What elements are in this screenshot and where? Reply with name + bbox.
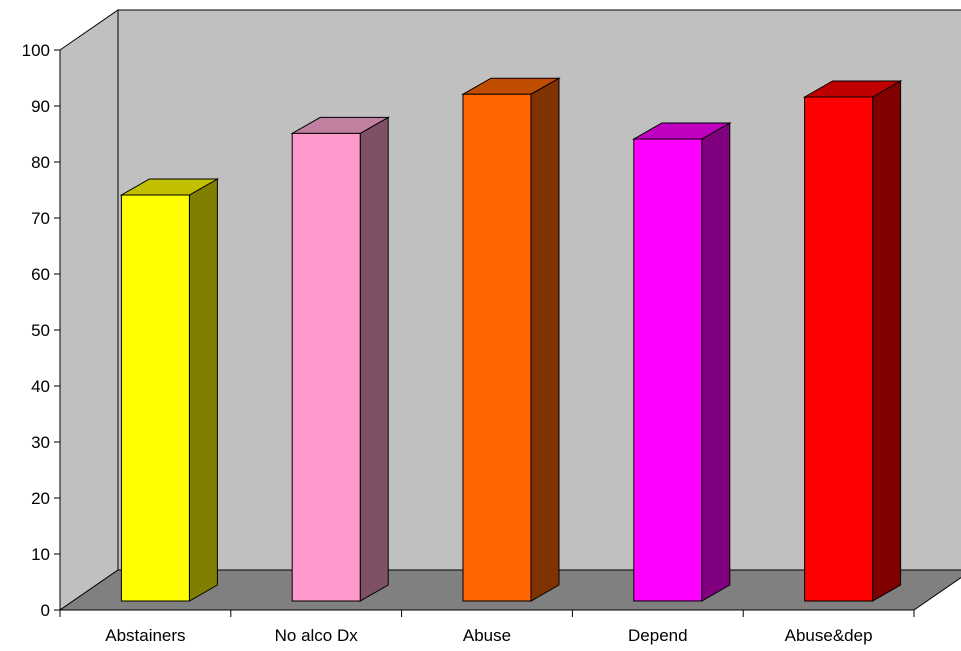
y-tick-label: 40 <box>31 377 50 396</box>
x-tick-label: Depend <box>628 626 688 645</box>
side-wall <box>59 9 119 611</box>
y-tick-label: 60 <box>31 265 50 284</box>
x-tick-label: Abuse&dep <box>785 626 873 645</box>
y-tick-label: 20 <box>31 489 50 508</box>
bar-side <box>188 178 218 602</box>
x-tick-label: Abuse <box>463 626 511 645</box>
y-tick-label: 50 <box>31 321 50 340</box>
bar-front <box>462 93 532 602</box>
bar-front <box>120 194 190 602</box>
y-tick-label: 80 <box>31 153 50 172</box>
bar-side <box>701 122 731 602</box>
bar-front <box>804 96 874 602</box>
bar-5 <box>802 80 903 602</box>
chart-labels: 0 10 20 30 40 50 60 70 80 90 100 Abstainers No alco … <box>22 41 873 645</box>
chart-axes <box>54 49 915 617</box>
y-tick-label: 0 <box>41 601 50 620</box>
bar-front <box>633 138 703 602</box>
bar-4 <box>631 122 732 602</box>
bar-front <box>291 132 361 602</box>
bar-1 <box>119 178 220 602</box>
chart-bars <box>119 77 903 602</box>
x-tick-label: No alco Dx <box>275 626 359 645</box>
bar-side <box>872 80 902 602</box>
y-tick-label: 10 <box>31 545 50 564</box>
bar-side <box>359 116 389 602</box>
bar-3 <box>461 77 561 602</box>
bar-side <box>530 77 560 602</box>
x-tick-label: Abstainers <box>105 626 185 645</box>
y-tick-label: 70 <box>31 209 50 228</box>
bar-2 <box>290 116 391 602</box>
y-tick-label: 100 <box>22 41 50 60</box>
y-tick-label: 30 <box>31 433 50 452</box>
y-tick-label: 90 <box>31 97 50 116</box>
